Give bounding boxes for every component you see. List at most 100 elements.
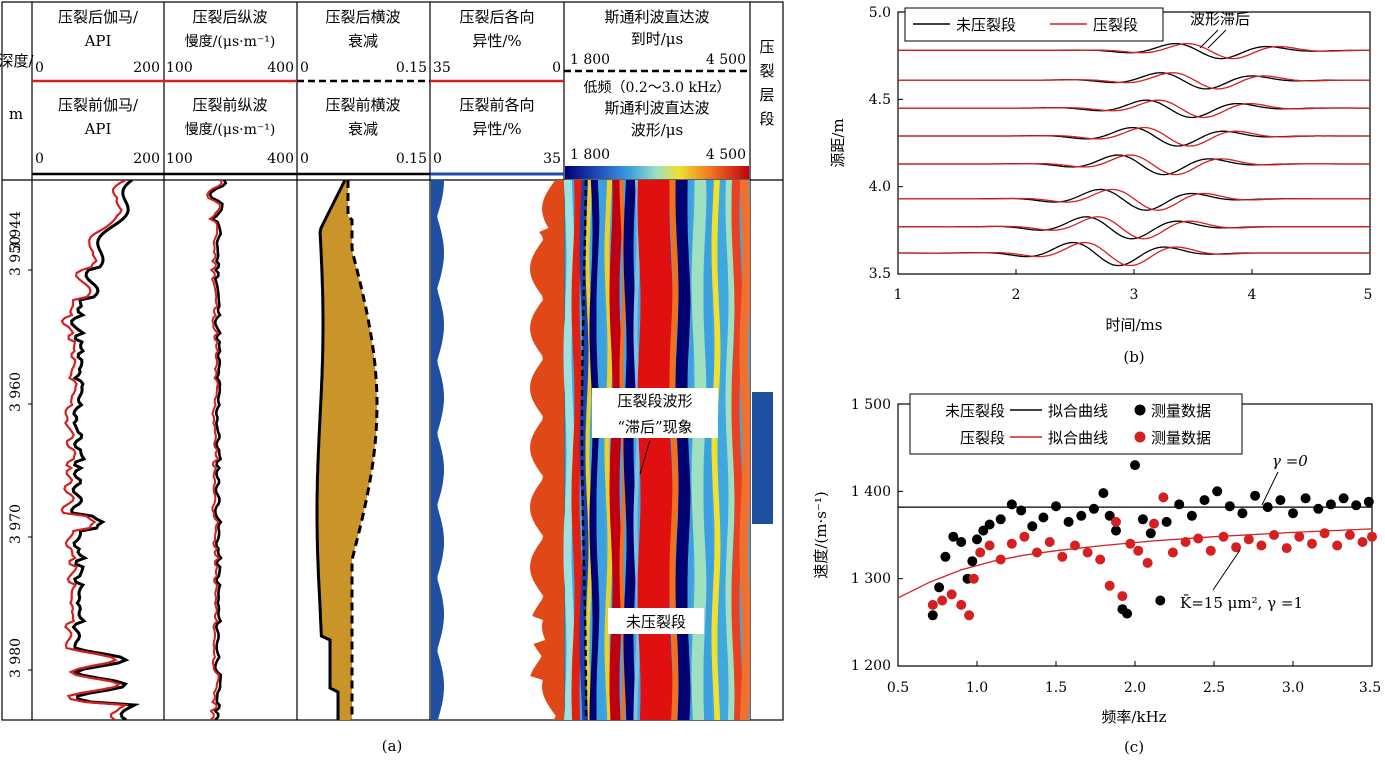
- track3-after-min: 0: [300, 60, 309, 76]
- data-point-unfractured: [948, 531, 959, 542]
- track4-before-title-1: 压裂前各向: [459, 96, 534, 114]
- data-point-fractured: [1256, 540, 1267, 551]
- panel-b-xtick: 4: [1248, 287, 1257, 303]
- data-point-fractured: [1269, 530, 1279, 540]
- waveform-band: [579, 180, 589, 720]
- track5-waveform-image: 压裂段波形 “滞后”现象 未压裂段: [563, 180, 750, 720]
- track5-after-title-2: 到时/μs: [631, 30, 684, 48]
- data-point-fractured: [1070, 540, 1080, 551]
- data-point-fractured: [1307, 538, 1317, 549]
- track2-before-min: 100: [166, 151, 193, 167]
- track3-before-title-1: 压裂前横波: [325, 96, 400, 114]
- anisotropy-after-fill: [530, 180, 564, 720]
- data-point-unfractured: [1104, 510, 1115, 521]
- panel-c-legend-data-frac: 测量数据: [1151, 429, 1211, 447]
- data-point-fractured: [1218, 531, 1229, 542]
- panel-c-xtick: 0.5: [887, 680, 909, 696]
- panel-c-ytick: 1 500: [851, 397, 891, 413]
- data-point-fractured: [1095, 554, 1106, 565]
- data-point-unfractured: [1098, 488, 1109, 499]
- fractured-zone-bar: [752, 392, 773, 524]
- data-point-fractured: [1082, 547, 1093, 558]
- panel-c-legend-dot-unfrac: [1134, 404, 1146, 416]
- panel-c-legend-fit-unfrac: 拟合曲线: [1048, 402, 1108, 420]
- track3-header: 压裂后横波 衰减 0 0.15 压裂前横波 衰减 0 0.15: [297, 8, 430, 176]
- panel-b-xlabel: 时间/ms: [1106, 316, 1163, 334]
- panel-b-ytick: 5.0: [869, 5, 891, 21]
- panel-b-xtick: 1: [894, 287, 903, 303]
- data-point-fractured: [1158, 492, 1169, 503]
- data-point-unfractured: [1145, 528, 1156, 539]
- waveform-band: [725, 180, 735, 720]
- panel-c-annot-gamma0-leader: [1261, 471, 1279, 506]
- data-point-fractured: [1057, 551, 1068, 562]
- track3-curves: [315, 180, 379, 720]
- track1-before-min: 0: [35, 151, 44, 167]
- data-point-unfractured: [1174, 499, 1185, 510]
- track2-curves: [206, 180, 228, 720]
- panel-c-legend-data-unfrac: 测量数据: [1151, 402, 1211, 420]
- data-point-unfractured: [1325, 499, 1336, 510]
- track4-curves: [431, 180, 564, 720]
- panel-c-legend-frac: 压裂段: [960, 429, 1005, 447]
- waveform-band: [731, 180, 743, 720]
- track5-before-title-1: 低频（0.2～3.0 kHz）: [583, 80, 730, 96]
- data-point-fractured: [927, 599, 938, 610]
- data-point-unfractured: [972, 534, 982, 545]
- data-point-fractured: [1104, 580, 1115, 591]
- data-point-unfractured: [1288, 508, 1298, 519]
- data-point-fractured: [1332, 540, 1343, 551]
- track6-title-1: 压: [759, 38, 774, 56]
- data-point-fractured: [1111, 516, 1121, 527]
- panel-b: 1 2 3 4 5 3.5 4.0 4.5 5.0 时间/ms 源距/m 未压裂…: [829, 5, 1372, 366]
- data-point-unfractured: [956, 537, 967, 547]
- track5-before-title-2: 斯通利波直达波: [604, 99, 709, 117]
- track1-after-title-2: API: [84, 32, 112, 50]
- data-point-fractured: [995, 554, 1006, 565]
- annot-frac-line2: “滞后”现象: [617, 418, 692, 436]
- gamma-after-curve: [60, 180, 129, 720]
- data-point-unfractured: [1212, 486, 1223, 497]
- data-point-fractured: [937, 595, 948, 606]
- waveform-band: [637, 180, 673, 720]
- data-point-unfractured: [1063, 516, 1074, 527]
- data-point-fractured: [1205, 545, 1216, 556]
- annot-unfrac-bg: [608, 608, 704, 634]
- panel-b-waveforms: [898, 42, 1370, 267]
- panel-c-ticks: [897, 403, 1373, 667]
- track5-before-min: 1 800: [570, 147, 610, 163]
- panel-c: 0.5 1.0 1.5 2.0 2.5 3.0 3.5 1 200 1 300 …: [812, 393, 1381, 756]
- panel-c-annot-k: K̄=15 μm², γ =1: [1180, 594, 1303, 612]
- waveform-trace-unfractured: [898, 188, 1370, 211]
- track2-after-min: 100: [166, 60, 193, 76]
- data-point-unfractured: [1122, 608, 1133, 619]
- slowness-after-curve: [206, 180, 224, 720]
- waveform-band: [623, 180, 637, 720]
- attenuation-before-curve: [315, 180, 347, 720]
- panel-c-legend-unfrac: 未压裂段: [945, 402, 1005, 420]
- data-point-fractured: [975, 547, 986, 558]
- waveform-band: [596, 180, 608, 720]
- panel-b-caption: (b): [1123, 348, 1144, 366]
- data-point-unfractured: [984, 519, 995, 530]
- panel-b-xtick: 2: [1012, 287, 1021, 303]
- data-point-fractured: [946, 589, 957, 600]
- data-point-unfractured: [1006, 499, 1017, 510]
- panel-c-xlabel: 频率/kHz: [1101, 708, 1166, 726]
- panel-b-ytick: 3.5: [869, 266, 891, 282]
- waveform-band: [571, 180, 583, 720]
- track3-before-min: 0: [300, 151, 309, 167]
- data-point-unfractured: [940, 551, 951, 562]
- waveform-trace-unfractured: [898, 241, 1370, 267]
- data-point-fractured: [1344, 530, 1355, 540]
- track4-after-max: 0: [552, 60, 561, 76]
- data-point-fractured: [1367, 531, 1377, 542]
- panel-b-ylabel: 源距/m: [829, 118, 847, 167]
- track5-after-min: 1 800: [570, 52, 610, 68]
- data-point-fractured: [1149, 518, 1159, 529]
- waveform-trace-fractured: [898, 126, 1370, 147]
- track3-after-title-1: 压裂后横波: [325, 8, 400, 26]
- track1-header: 压裂后伽马/ API 0 200 压裂前伽马/ API 0 200: [32, 8, 164, 176]
- data-point-unfractured: [1016, 505, 1027, 516]
- depth-tick: 3 970: [8, 504, 24, 544]
